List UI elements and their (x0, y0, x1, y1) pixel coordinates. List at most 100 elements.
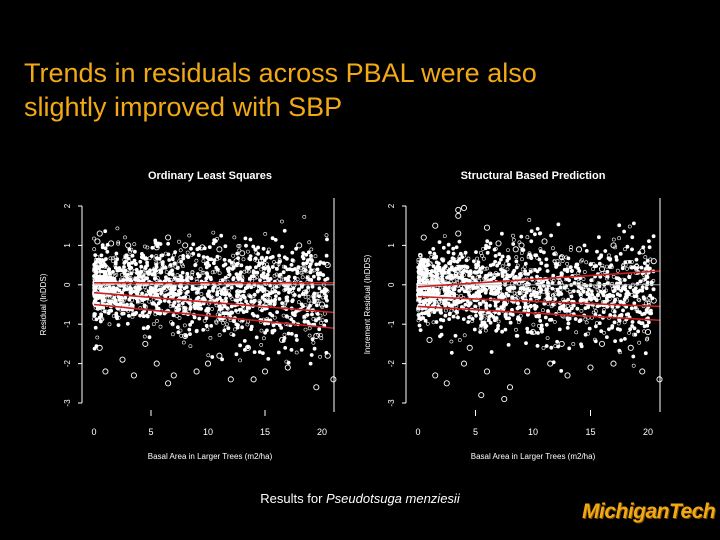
cloud-point (582, 243, 587, 248)
cloud-point (325, 289, 330, 294)
x-tick-label: 20 (317, 427, 327, 437)
cloud-point (440, 257, 444, 262)
cloud-point (515, 316, 520, 321)
cloud-point (532, 289, 536, 294)
cloud-point (199, 292, 204, 296)
cloud-point (118, 268, 122, 273)
cloud-point (575, 262, 580, 267)
cloud-point (592, 305, 597, 310)
cloud-point (197, 316, 202, 321)
cloud-point (217, 307, 222, 312)
cloud-point (465, 285, 470, 290)
cloud-point (301, 261, 306, 266)
cloud-point (238, 343, 243, 348)
cloud-point (133, 276, 138, 281)
cloud-point (568, 247, 573, 252)
cloud-point (210, 307, 214, 311)
cloud-point (582, 270, 587, 274)
cloud-point (289, 317, 294, 322)
cloud-point (301, 251, 306, 256)
cloud-point (443, 308, 448, 313)
cloud-point (475, 256, 480, 261)
cloud-point (514, 255, 519, 260)
cloud-point (449, 339, 454, 344)
cloud-point (242, 295, 247, 300)
cloud-point (589, 289, 594, 294)
cloud-point (576, 271, 581, 275)
cloud-point (425, 321, 430, 326)
cloud-point (98, 269, 103, 274)
cloud-point (432, 251, 437, 256)
cloud-point (436, 261, 441, 266)
cloud-point (277, 323, 282, 328)
cloud-point (114, 251, 119, 256)
cloud-point (478, 312, 483, 317)
data-point (575, 246, 583, 253)
cloud-point (158, 311, 163, 316)
cloud-point (571, 342, 576, 346)
cloud-point (111, 259, 116, 264)
cloud-point (168, 263, 173, 267)
cloud-point (440, 274, 445, 279)
cloud-point (300, 275, 305, 280)
cloud-point (418, 299, 423, 304)
cloud-point (552, 259, 557, 264)
cloud-point (152, 266, 157, 271)
cloud-point (481, 285, 486, 290)
cloud-point (122, 270, 127, 274)
data-point (466, 344, 473, 351)
cloud-point (535, 255, 540, 260)
cloud-point (587, 287, 591, 292)
cloud-point (237, 299, 242, 304)
cloud-point (549, 317, 554, 322)
cloud-point (240, 274, 245, 279)
cloud-point (645, 336, 650, 341)
cloud-point (527, 218, 532, 222)
cloud-point (607, 294, 611, 299)
cloud-point (238, 358, 243, 363)
cloud-point (651, 287, 656, 292)
cloud-point (104, 257, 108, 261)
cloud-point (517, 275, 522, 280)
cloud-point (237, 248, 242, 253)
cloud-point (437, 278, 441, 283)
cloud-point (173, 250, 178, 255)
data-point (501, 396, 508, 403)
cloud-point (566, 321, 571, 326)
cloud-point (516, 301, 520, 306)
cloud-point (135, 299, 140, 304)
cloud-point (531, 286, 536, 291)
cloud-point (118, 307, 123, 312)
cloud-point (305, 274, 310, 279)
cloud-point (193, 263, 198, 268)
cloud-point (566, 297, 571, 302)
cloud-point (246, 269, 251, 274)
cloud-point (187, 327, 192, 332)
cloud-point (642, 324, 647, 329)
trend-line (93, 291, 334, 314)
cloud-point (146, 272, 151, 276)
cloud-point (260, 285, 264, 290)
cloud-point (450, 276, 455, 280)
cloud-point (611, 274, 616, 279)
cloud-point (439, 310, 444, 315)
data-point (296, 242, 303, 249)
cloud-point (512, 291, 517, 296)
cloud-point (597, 261, 602, 266)
cloud-point (156, 259, 161, 264)
cloud-point (579, 281, 584, 286)
data-point (610, 360, 617, 367)
cloud-point (428, 250, 432, 255)
cloud-point (607, 253, 611, 258)
cloud-point (268, 255, 273, 260)
data-point (524, 368, 531, 375)
cloud-point (565, 287, 570, 292)
cloud-point (437, 265, 442, 270)
cloud-point (442, 234, 447, 239)
cloud-point (475, 275, 480, 280)
cloud-point (202, 318, 207, 323)
cloud-point (251, 270, 256, 275)
cloud-point (630, 235, 635, 240)
cloud-point (488, 320, 493, 325)
y-tick-label: -3 (63, 399, 72, 407)
